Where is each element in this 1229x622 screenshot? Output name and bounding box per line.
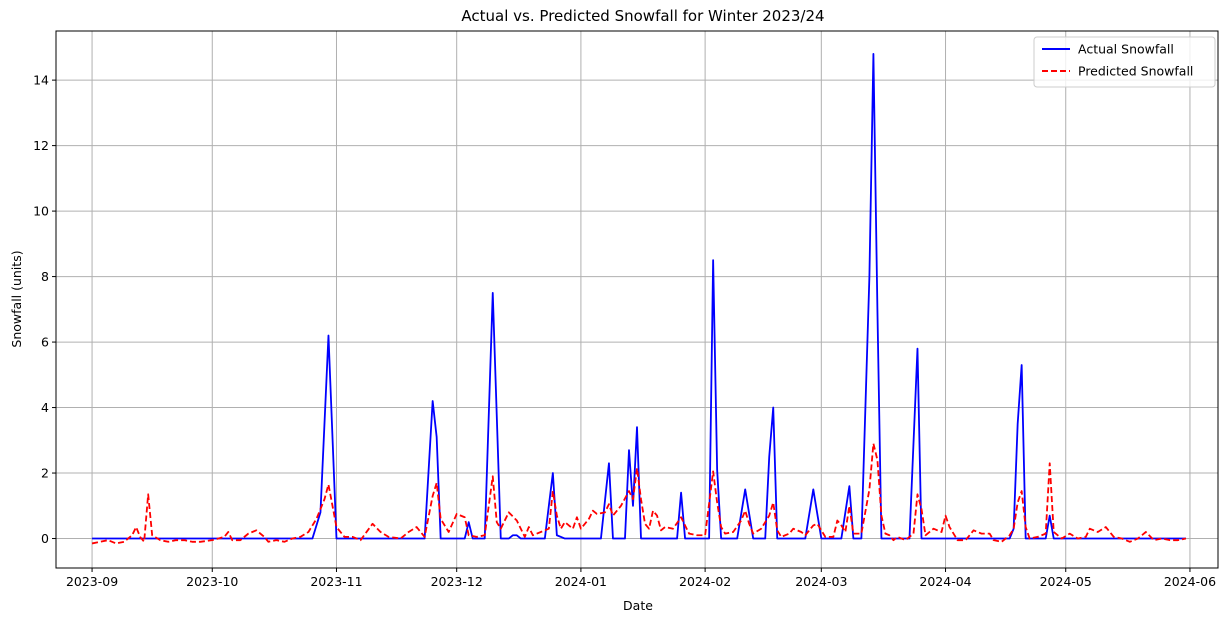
x-tick-label: 2024-04	[919, 574, 971, 589]
y-tick-label: 0	[41, 531, 49, 546]
x-tick-label: 2023-09	[66, 574, 118, 589]
y-tick-label: 12	[33, 138, 49, 153]
actual-snowfall-line	[92, 53, 1186, 540]
legend-box	[1033, 36, 1216, 88]
x-axis-label: Date	[623, 598, 653, 613]
x-tick-label: 2024-01	[555, 574, 607, 589]
chart-title: Actual vs. Predicted Snowfall for Winter…	[461, 7, 824, 25]
y-tick-label: 6	[41, 335, 49, 350]
x-tick-label: 2024-02	[679, 574, 731, 589]
x-tick-label: 2023-10	[186, 574, 238, 589]
x-tick-label: 2024-06	[1164, 574, 1216, 589]
x-tick-label: 2023-12	[431, 574, 483, 589]
series-lines	[91, 53, 1187, 545]
y-tick-label: 2	[41, 466, 49, 481]
plot-frame	[55, 30, 1219, 569]
legend-label-predicted: Predicted Snowfall	[1078, 64, 1193, 79]
y-tick-label: 4	[41, 400, 49, 415]
y-tick-label: 14	[33, 73, 49, 88]
predicted-snowfall-line	[91, 442, 1187, 545]
grid	[56, 31, 1218, 568]
x-tick-label: 2023-11	[310, 574, 362, 589]
axis-ticks: 2023-09 2023-10 2023-11 2023-12 2024-01 2024-…	[33, 73, 1216, 589]
y-tick-label: 8	[41, 269, 49, 284]
x-tick-label: 2024-03	[795, 574, 847, 589]
y-axis-label: Snowfall (units)	[9, 250, 24, 347]
legend-label-actual: Actual Snowfall	[1078, 42, 1174, 57]
y-tick-label: 10	[33, 204, 49, 219]
x-tick-label: 2024-05	[1040, 574, 1092, 589]
legend: Actual Snowfall Predicted Snowfall	[1033, 36, 1216, 88]
